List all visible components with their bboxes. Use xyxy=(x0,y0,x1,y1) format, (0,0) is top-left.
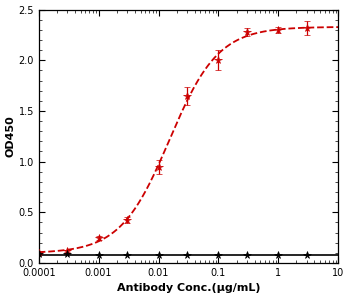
X-axis label: Antibody Conc.(μg/mL): Antibody Conc.(μg/mL) xyxy=(117,283,260,293)
Y-axis label: OD450: OD450 xyxy=(6,115,15,157)
